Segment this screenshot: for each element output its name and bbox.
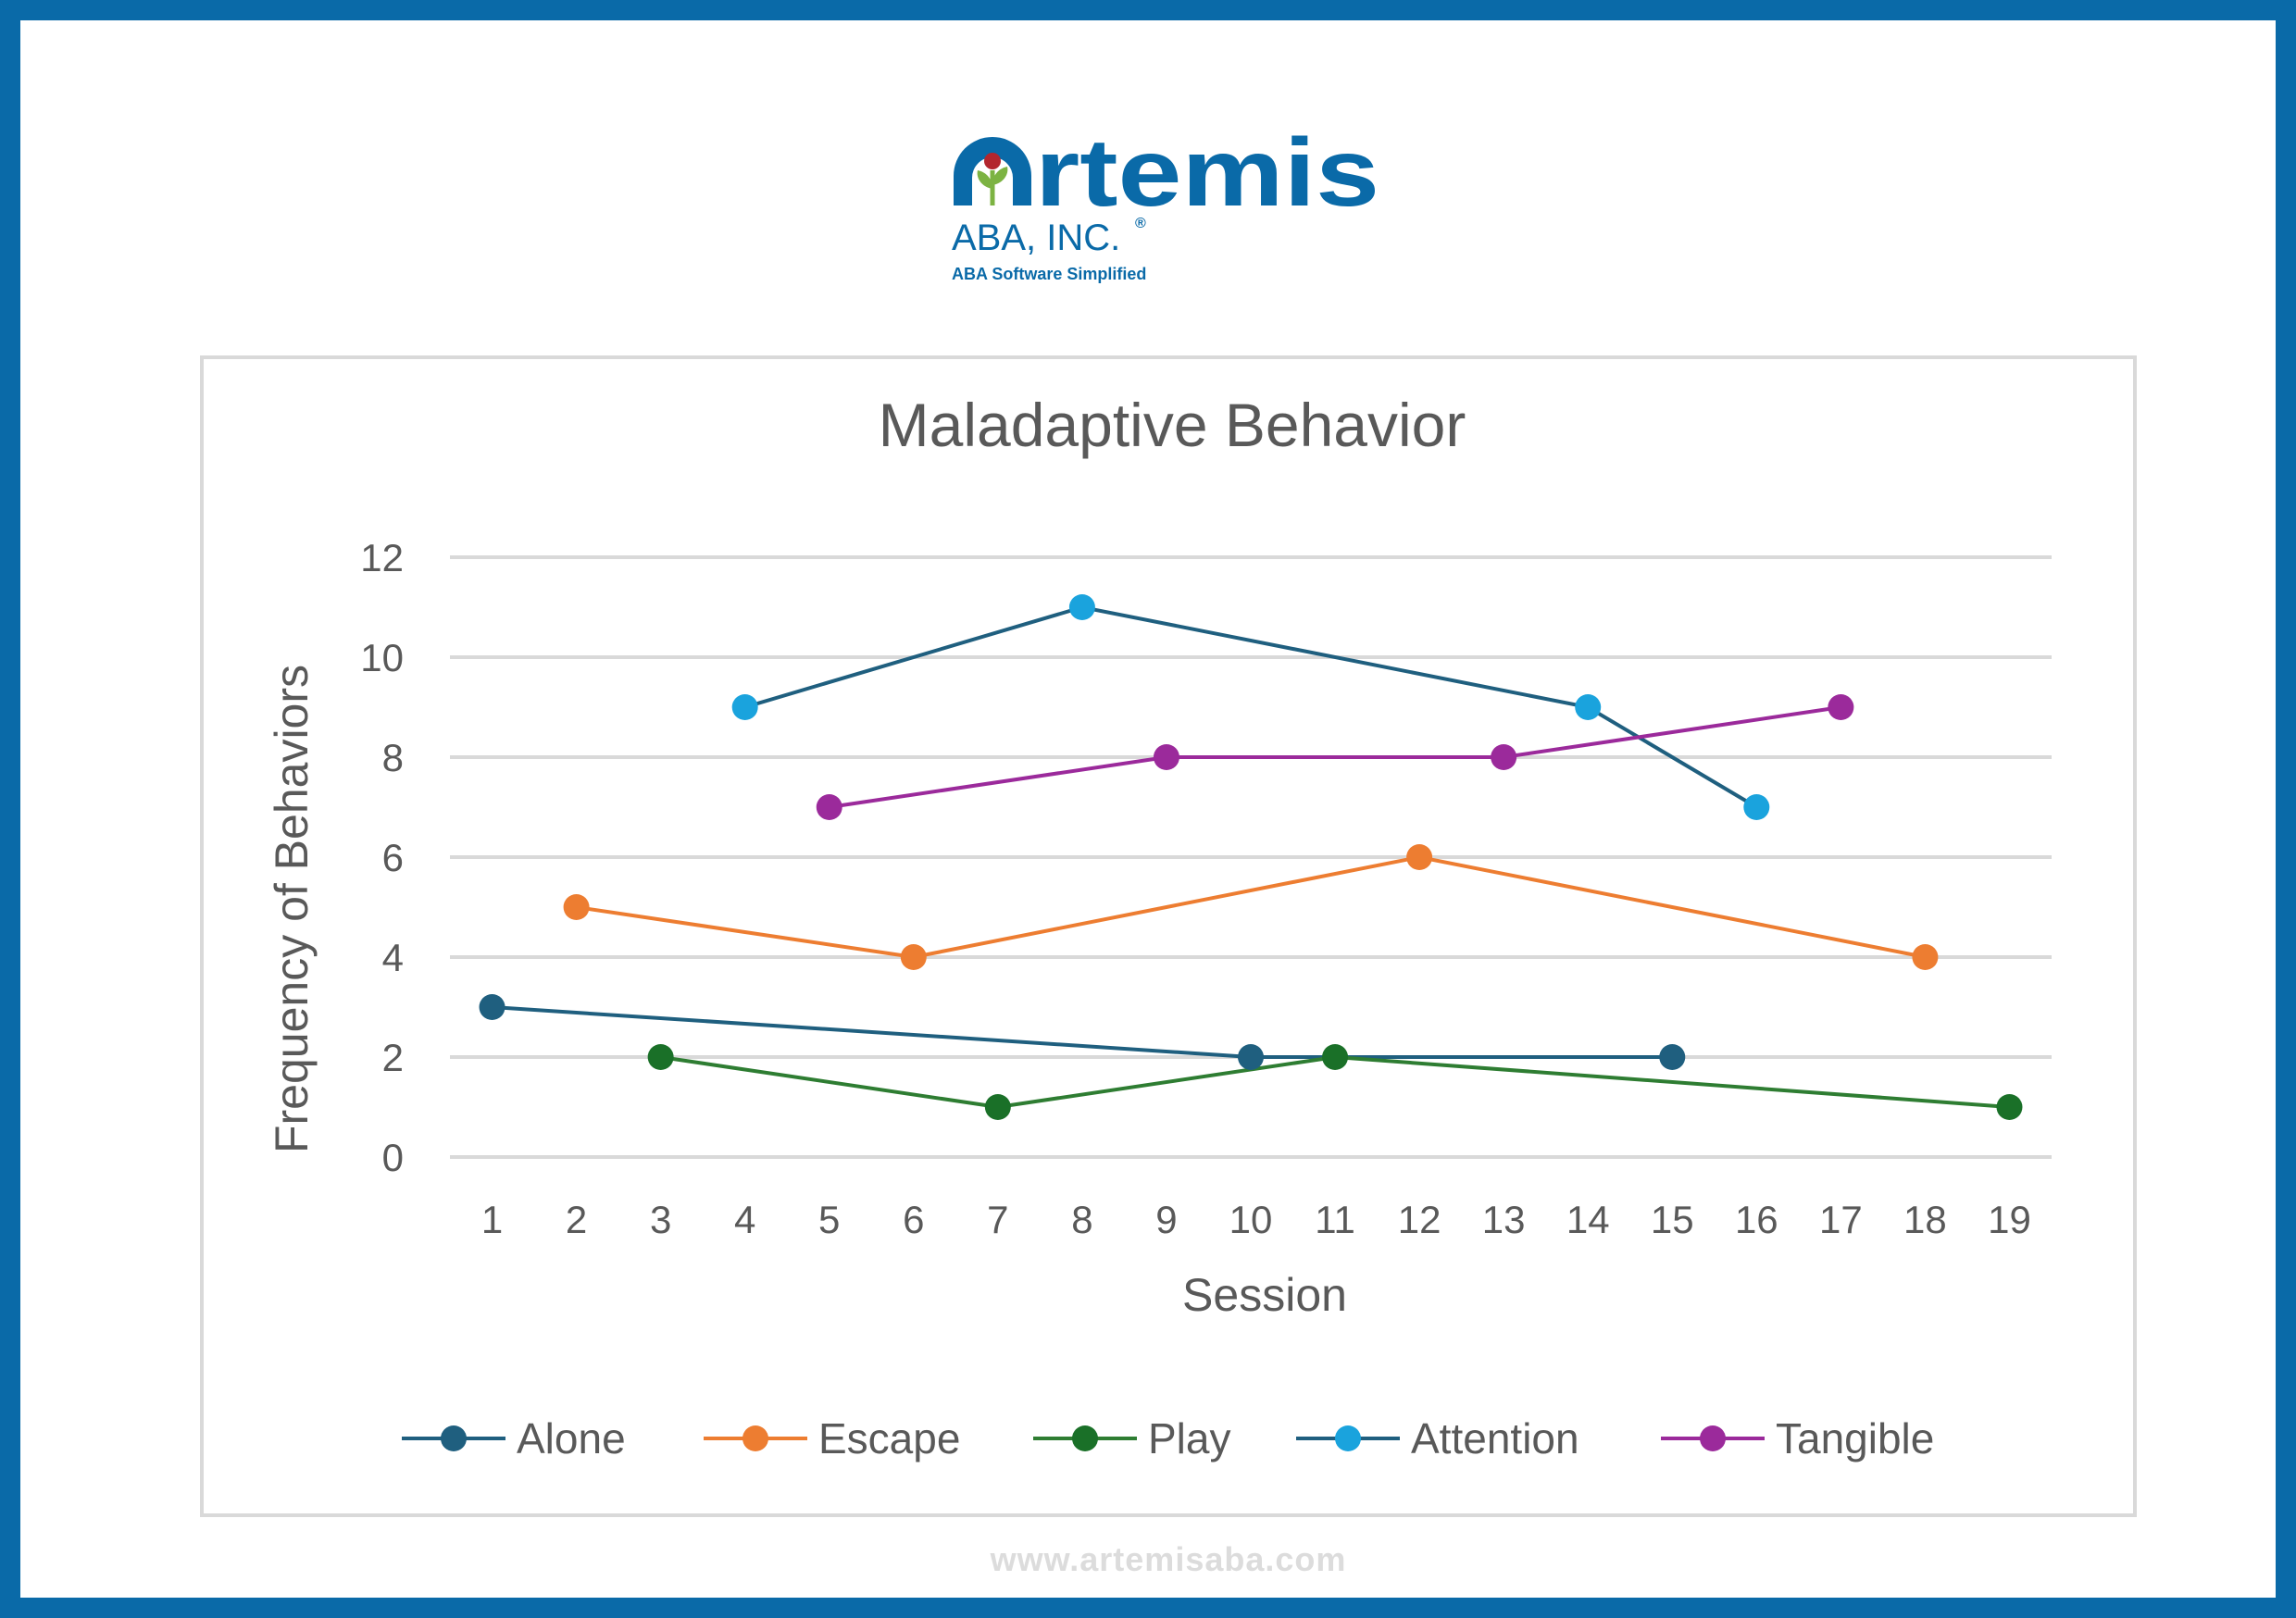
data-point-escape	[1912, 944, 1939, 970]
y-tick-label: 12	[360, 536, 404, 579]
legend-item-play[interactable]: Play	[1033, 1414, 1230, 1462]
legend-label-alone: Alone	[517, 1414, 626, 1462]
logo-arch-icon	[954, 137, 1031, 205]
data-point-alone	[1659, 1044, 1686, 1070]
logo-flower-icon	[984, 153, 1001, 169]
x-tick-label: 8	[1071, 1198, 1092, 1241]
data-point-attention	[1068, 594, 1095, 620]
legend-item-alone[interactable]: Alone	[402, 1414, 626, 1462]
x-tick-label: 13	[1482, 1198, 1526, 1241]
data-point-escape	[1406, 844, 1433, 870]
x-tick-label: 7	[987, 1198, 1008, 1241]
y-tick-label: 6	[382, 836, 404, 879]
x-tick-label: 10	[1229, 1198, 1273, 1241]
y-tick-label: 4	[382, 936, 404, 979]
logo-tagline: ABA Software Simplified	[952, 265, 1146, 283]
legend-marker-escape	[742, 1425, 768, 1451]
data-point-play	[984, 1094, 1011, 1120]
legend-item-tangible[interactable]: Tangible	[1661, 1414, 1934, 1462]
x-tick-label: 11	[1315, 1198, 1355, 1241]
y-axis-label: Frequency of Behaviors	[266, 665, 318, 1153]
y-tick-label: 2	[382, 1036, 404, 1079]
data-point-play	[1322, 1044, 1349, 1070]
logo-leaf-right-icon	[992, 167, 1008, 185]
legend-item-escape[interactable]: Escape	[704, 1414, 960, 1462]
x-tick-label: 3	[650, 1198, 671, 1241]
legend-marker-tangible	[1700, 1425, 1726, 1451]
legend-marker-attention	[1335, 1425, 1361, 1451]
x-tick-label: 18	[1903, 1198, 1947, 1241]
x-tick-label: 2	[566, 1198, 587, 1241]
x-tick-label: 19	[1988, 1198, 2031, 1241]
x-tick-label: 12	[1398, 1198, 1441, 1241]
legend-label-attention: Attention	[1411, 1414, 1579, 1462]
data-point-attention	[731, 694, 758, 720]
data-point-play	[1996, 1094, 2023, 1120]
data-point-tangible	[816, 794, 842, 820]
x-tick-label: 1	[481, 1198, 503, 1241]
x-tick-label: 14	[1566, 1198, 1610, 1241]
logo-registered: ®	[1135, 216, 1146, 231]
website-url[interactable]: www.artemisaba.com	[990, 1540, 1347, 1578]
legend-label-play: Play	[1148, 1414, 1230, 1462]
logo-wordmark: rtemis	[1035, 119, 1379, 227]
artemis-logo: rtemis ABA, INC. ® ABA Software Simplifi…	[946, 113, 1409, 298]
x-axis-label: Session	[1182, 1269, 1347, 1321]
x-tick-label: 6	[903, 1198, 924, 1241]
x-tick-label: 17	[1819, 1198, 1863, 1241]
y-tick-label: 0	[382, 1136, 404, 1179]
legend-label-tangible: Tangible	[1776, 1414, 1934, 1462]
data-point-tangible	[1153, 744, 1179, 770]
y-tick-label: 10	[360, 636, 404, 679]
data-point-escape	[563, 894, 590, 920]
series-line-play	[660, 1054, 2010, 1110]
series-line-tangible	[829, 705, 1841, 809]
x-tick-label: 9	[1155, 1198, 1177, 1241]
data-point-alone	[479, 994, 505, 1020]
legend-marker-play	[1072, 1425, 1098, 1451]
chart-title: Maladaptive Behavior	[879, 391, 1466, 459]
legend-marker-alone	[441, 1425, 467, 1451]
data-point-escape	[900, 944, 927, 970]
y-tick-label: 8	[382, 736, 404, 779]
data-point-play	[647, 1044, 674, 1070]
series-line-attention	[744, 604, 1758, 809]
logo-company: ABA, INC.	[952, 218, 1120, 258]
logo-leaf-left-icon	[977, 170, 992, 189]
data-point-alone	[1238, 1044, 1264, 1070]
legend-item-attention[interactable]: Attention	[1296, 1414, 1579, 1462]
data-point-tangible	[1491, 744, 1517, 770]
data-point-attention	[1743, 794, 1770, 820]
x-tick-label: 4	[734, 1198, 755, 1241]
data-point-attention	[1575, 694, 1602, 720]
x-tick-label: 5	[818, 1198, 840, 1241]
series-line-escape	[576, 854, 1926, 960]
legend-label-escape: Escape	[818, 1414, 960, 1462]
data-point-tangible	[1828, 694, 1854, 720]
x-tick-label: 16	[1735, 1198, 1778, 1241]
x-tick-label: 15	[1651, 1198, 1694, 1241]
